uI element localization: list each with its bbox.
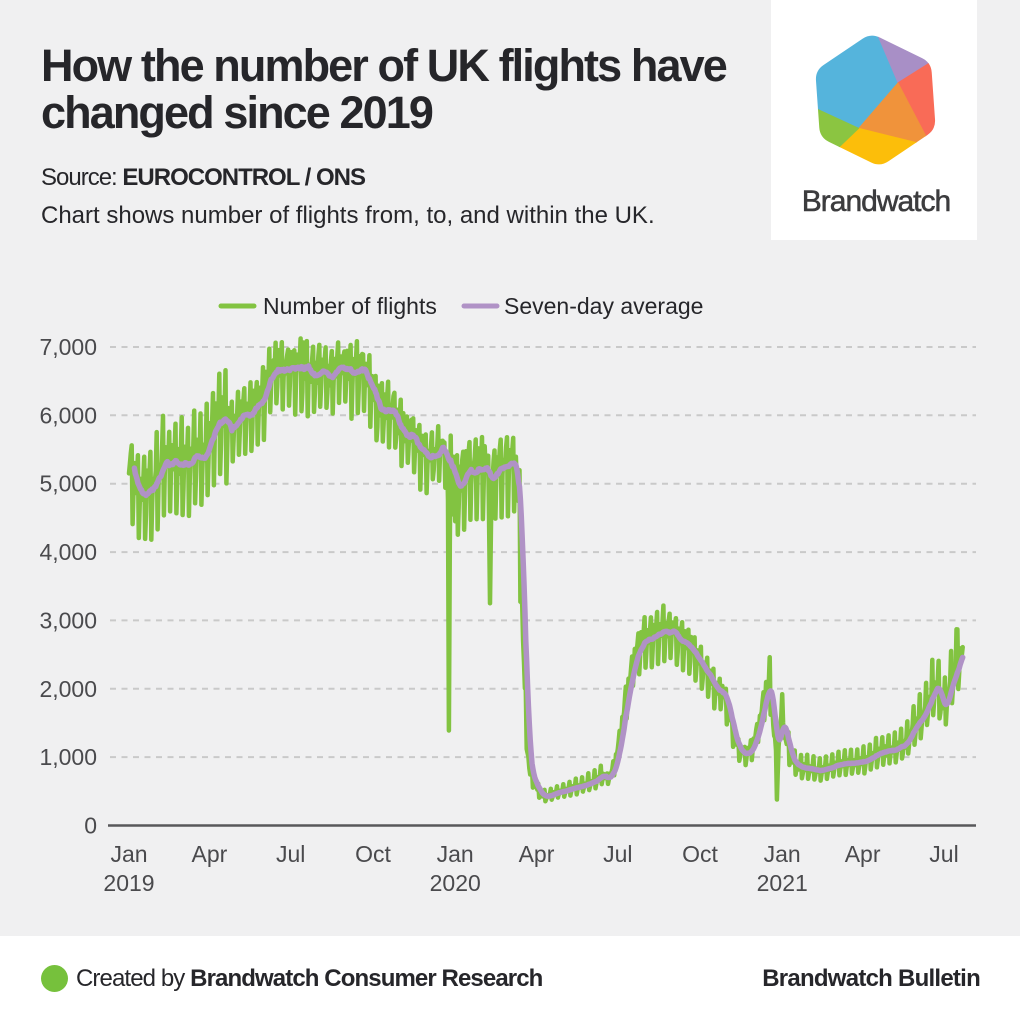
svg-text:2019: 2019 <box>103 870 154 896</box>
svg-text:Apr: Apr <box>192 841 228 867</box>
svg-text:4,000: 4,000 <box>39 539 97 565</box>
svg-text:5,000: 5,000 <box>39 471 97 497</box>
svg-text:3,000: 3,000 <box>39 607 97 633</box>
svg-text:2020: 2020 <box>430 870 481 896</box>
svg-text:Seven-day average: Seven-day average <box>504 293 703 319</box>
svg-text:Jul: Jul <box>603 841 632 867</box>
svg-text:Jan: Jan <box>764 841 801 867</box>
svg-text:7,000: 7,000 <box>39 334 97 360</box>
svg-text:Jan: Jan <box>110 841 147 867</box>
svg-text:0: 0 <box>84 813 97 839</box>
svg-text:Jul: Jul <box>929 841 958 867</box>
svg-text:2021: 2021 <box>757 870 808 896</box>
svg-text:2,000: 2,000 <box>39 676 97 702</box>
svg-text:Oct: Oct <box>682 841 718 867</box>
svg-text:Jul: Jul <box>276 841 305 867</box>
svg-text:Apr: Apr <box>845 841 881 867</box>
svg-text:Jan: Jan <box>437 841 474 867</box>
svg-text:Number of flights: Number of flights <box>263 293 437 319</box>
svg-text:6,000: 6,000 <box>39 402 97 428</box>
svg-text:Oct: Oct <box>355 841 391 867</box>
svg-text:Apr: Apr <box>519 841 555 867</box>
svg-text:1,000: 1,000 <box>39 744 97 770</box>
